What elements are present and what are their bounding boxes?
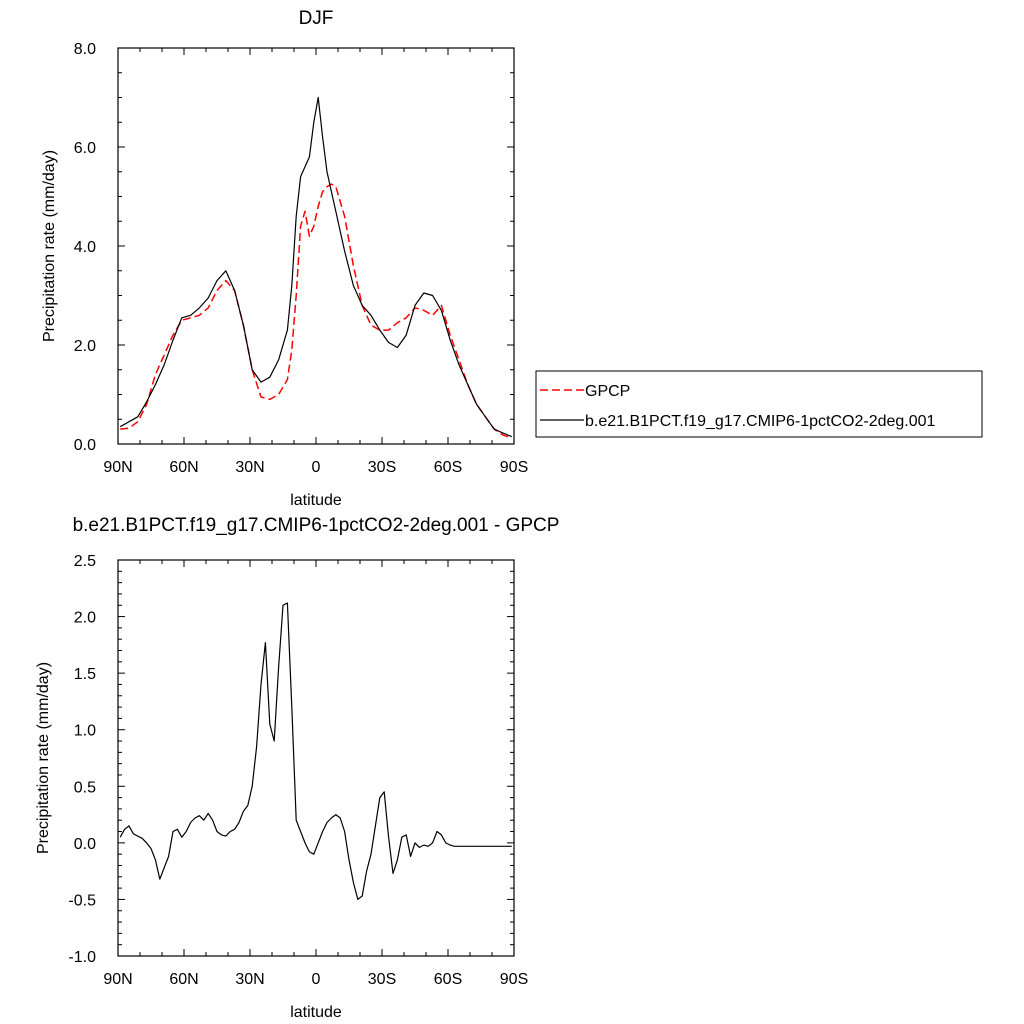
difference-xtick-label: 0	[312, 971, 321, 988]
djf-xlabel: latitude	[290, 492, 342, 509]
difference-ylabel: Precipitation rate (mm/day)	[35, 662, 52, 854]
difference-xtick-label: 60S	[434, 971, 462, 988]
difference-xtick-label: 30N	[235, 971, 264, 988]
difference-ytick-label: 1.5	[74, 666, 96, 683]
djf-xtick-label: 60N	[169, 459, 198, 476]
djf-ytick-label: 4.0	[74, 239, 96, 256]
legend-label-model: b.e21.B1PCT.f19_g17.CMIP6-1pctCO2-2deg.0…	[585, 413, 936, 430]
difference-ytick-label: 2.0	[74, 610, 96, 627]
legend: GPCP b.e21.B1PCT.f19_g17.CMIP6-1pctCO2-2…	[535, 370, 983, 438]
difference-plot-frame	[117, 559, 515, 957]
difference-xtick-label: 60N	[169, 971, 198, 988]
djf-ytick-label: 2.0	[74, 338, 96, 355]
djf-ylabel: Precipitation rate (mm/day)	[41, 150, 58, 342]
djf-xtick-label: 30N	[235, 459, 264, 476]
djf-series-b-e21-b1pct-f19-g17-cmip6-1pctco2-2deg-001-line	[119, 96, 513, 438]
djf-xtick-label: 60S	[434, 459, 462, 476]
difference-panel: b.e21.B1PCT.f19_g17.CMIP6-1pctCO2-2deg.0…	[35, 515, 559, 1021]
difference-ytick-label: 1.0	[74, 723, 96, 740]
difference-ytick-label: 2.5	[74, 553, 96, 570]
djf-series-gpcp-line	[120, 183, 513, 439]
difference-ytick-label: 0.5	[74, 779, 96, 796]
djf-xtick-label: 90S	[500, 459, 528, 476]
difference-ytick-label: 0.0	[74, 836, 96, 853]
difference-ytick-label: -1.0	[68, 949, 96, 966]
difference-xtick-label: 90S	[500, 971, 528, 988]
legend-label-gpcp: GPCP	[585, 383, 630, 400]
difference-xtick-label: 30S	[368, 971, 396, 988]
djf-ytick-label: 0.0	[74, 437, 96, 454]
difference-title: b.e21.B1PCT.f19_g17.CMIP6-1pctCO2-2deg.0…	[73, 515, 560, 536]
difference-ticks: 90N 60N 30N 0 30S 60S 90S -1.0 -0.5 0.0 0.5 1.0 1.5 2…	[68, 553, 528, 988]
djf-series-lines	[119, 96, 513, 439]
djf-xtick-label: 0	[312, 459, 321, 476]
djf-panel: DJF 90N 60N 30N 0 30S 60S 90S 0.0 2.0 4.0 6.0 8.0 l…	[41, 8, 528, 509]
djf-ytick-label: 8.0	[74, 41, 96, 58]
difference-series-difference-line	[119, 602, 512, 901]
djf-xtick-label: 30S	[368, 459, 396, 476]
djf-ticks: 90N 60N 30N 0 30S 60S 90S 0.0 2.0 4.0 6.0 8.0	[74, 41, 528, 476]
difference-xlabel: latitude	[290, 1004, 342, 1021]
djf-ytick-label: 6.0	[74, 140, 96, 157]
legend-box	[535, 370, 983, 438]
djf-xtick-label: 90N	[103, 459, 132, 476]
difference-xtick-label: 90N	[103, 971, 132, 988]
difference-ytick-label: -0.5	[68, 892, 96, 909]
difference-series-lines	[119, 602, 512, 901]
djf-title: DJF	[299, 8, 334, 29]
